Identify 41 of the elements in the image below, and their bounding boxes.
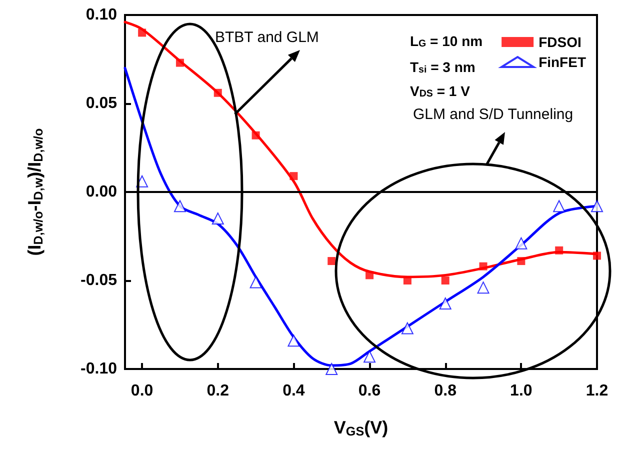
y-axis-title: (ID,w/o-ID,w)/ID,w/o	[24, 128, 46, 256]
point	[326, 363, 338, 375]
point	[593, 252, 601, 260]
point	[250, 276, 262, 288]
x-tick-label: 0.0	[130, 382, 154, 400]
point	[328, 257, 336, 266]
point	[401, 322, 414, 334]
point	[176, 58, 184, 67]
y-tick-label: 0.00	[86, 184, 118, 200]
point	[553, 200, 566, 212]
annotation: BTBT and GLM	[215, 29, 319, 46]
x-tick-label: 0.8	[434, 382, 457, 400]
y-tick-label: -0.10	[80, 360, 118, 378]
point	[212, 212, 224, 225]
point	[555, 246, 564, 254]
x-tick-label: 1.0	[510, 382, 532, 400]
x-tick-label: 0.4	[282, 382, 305, 400]
point	[591, 200, 603, 212]
point	[517, 257, 526, 266]
point	[515, 237, 528, 250]
point	[252, 131, 260, 140]
point	[479, 262, 488, 270]
point	[477, 282, 490, 294]
x-tick-label: 1.2	[586, 382, 608, 400]
point	[441, 276, 450, 284]
legend-label: FDSOI	[538, 34, 582, 50]
point	[366, 271, 374, 280]
y-tick-label: -0.05	[80, 272, 118, 289]
y-tick-label: 0.05	[86, 95, 118, 112]
point	[138, 28, 146, 37]
point	[288, 334, 300, 347]
annotation: GLM and S/D Tunneling	[413, 106, 574, 123]
point	[174, 200, 186, 212]
point	[364, 350, 376, 363]
y-tick-label: 0.10	[86, 6, 118, 24]
point	[439, 298, 452, 310]
legend-label: FinFET	[538, 54, 586, 70]
point	[290, 172, 298, 180]
x-tick-label: 0.6	[358, 382, 381, 400]
x-tick-label: 0.2	[206, 382, 230, 400]
point	[214, 88, 222, 97]
